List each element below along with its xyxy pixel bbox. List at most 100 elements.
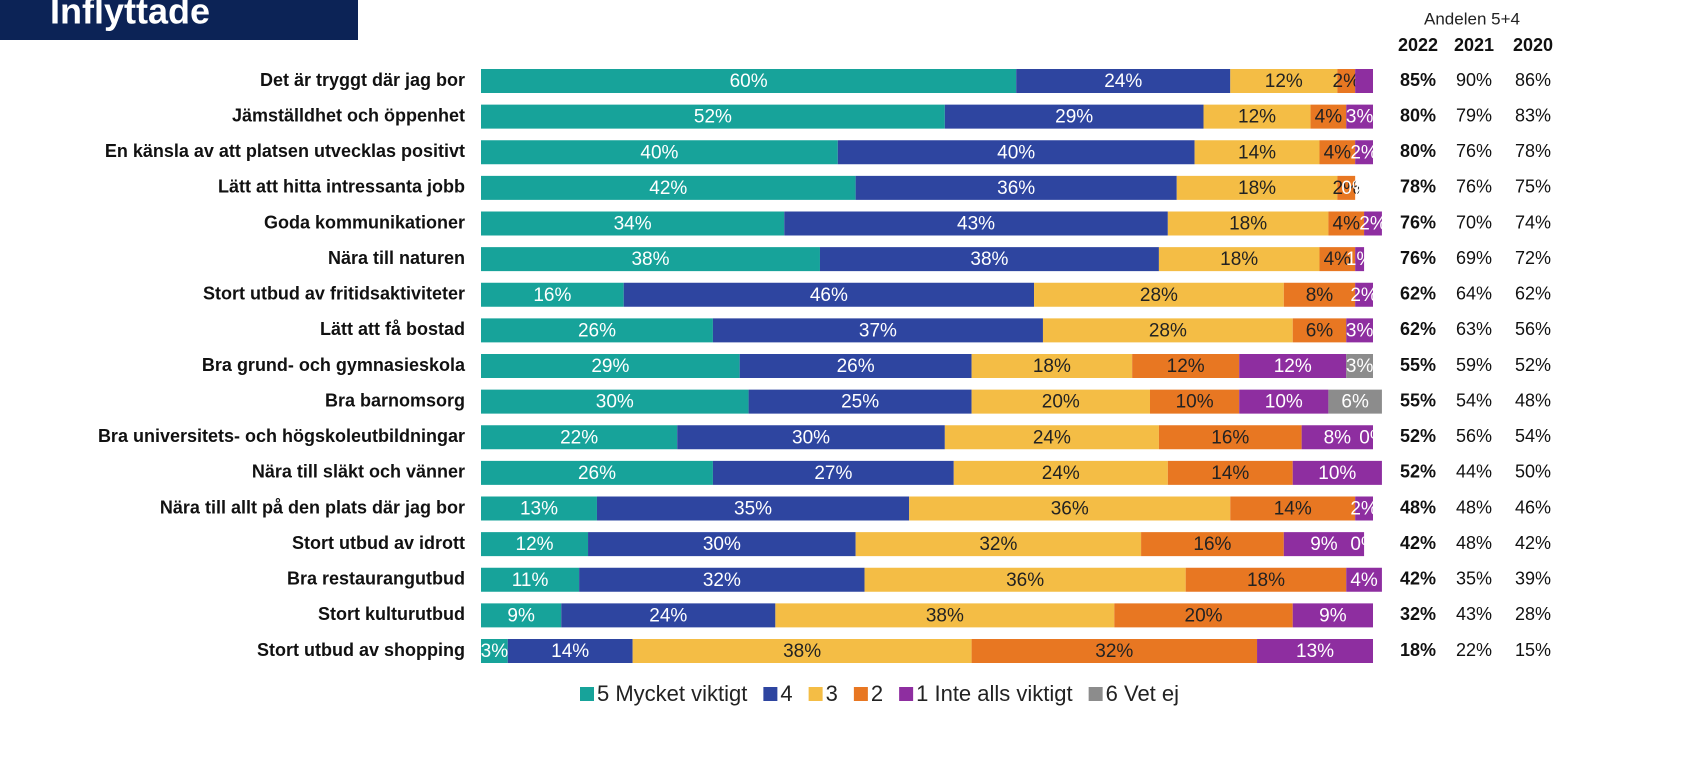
table-value: 42% <box>1515 533 1551 553</box>
bar-segment <box>677 425 945 450</box>
value-label: 4% <box>1324 249 1352 270</box>
value-label: 40% <box>997 142 1035 163</box>
value-label: 4% <box>1350 570 1378 591</box>
bar-segment <box>481 389 749 414</box>
table-year: 2021 <box>1454 35 1494 55</box>
table-value: 28% <box>1515 604 1551 624</box>
value-label: 9% <box>507 605 535 626</box>
bar-segment <box>1167 211 1329 236</box>
table-value: 48% <box>1400 497 1436 517</box>
value-label: 18% <box>1220 249 1258 270</box>
bar-segment <box>1346 567 1382 592</box>
value-label: 2% <box>1359 214 1387 235</box>
value-label: 32% <box>1095 641 1133 662</box>
table-value: 76% <box>1456 177 1492 197</box>
bar-segment <box>1257 639 1373 663</box>
category-label: Nära till släkt och vänner <box>252 462 465 482</box>
table-value: 48% <box>1456 533 1492 553</box>
bar-segment <box>837 140 1195 165</box>
bar-segment <box>481 496 597 521</box>
table-value: 39% <box>1515 569 1551 589</box>
value-label: 24% <box>1104 71 1142 92</box>
bar-segment <box>1337 175 1356 200</box>
legend-swatch <box>580 687 594 701</box>
table-value: 35% <box>1456 569 1492 589</box>
value-label: 18% <box>1033 356 1071 377</box>
bar-segment <box>623 282 1035 307</box>
bar-segment <box>1194 140 1320 165</box>
value-label: 25% <box>841 392 879 413</box>
bar-segment <box>1355 140 1373 165</box>
legend-swatch <box>853 687 868 701</box>
value-label: 9% <box>1319 605 1347 626</box>
value-label: 30% <box>703 534 741 555</box>
value-label: 20% <box>1042 392 1080 413</box>
bar-segment <box>1319 140 1356 165</box>
bar-segment <box>481 532 589 557</box>
value-label: 3% <box>1346 356 1374 377</box>
bar-segment <box>1292 318 1347 343</box>
value-label: 3% <box>481 641 509 662</box>
category-label: Stort utbud av shopping <box>257 640 465 660</box>
table-value: 76% <box>1456 141 1492 161</box>
value-label: 10% <box>1318 463 1356 484</box>
table-year: 2022 <box>1398 35 1438 55</box>
value-label: 1% <box>1346 249 1374 270</box>
value-label: 16% <box>1211 427 1249 448</box>
value-label: 18% <box>1247 570 1285 591</box>
category-label: Stort utbud av fritidsaktiviteter <box>203 284 465 304</box>
table-value: 75% <box>1515 177 1551 197</box>
table-value: 85% <box>1400 70 1436 90</box>
value-label: 16% <box>533 285 571 306</box>
bar-segment <box>481 354 740 378</box>
bar-segment <box>1292 460 1382 485</box>
value-label: 43% <box>957 214 995 235</box>
value-label: 29% <box>591 356 629 377</box>
table-value: 62% <box>1400 284 1436 304</box>
bar-segment <box>481 211 785 236</box>
table-value: 42% <box>1400 533 1436 553</box>
bar-segment <box>784 211 1168 236</box>
bar-segment <box>1185 567 1347 592</box>
bar-segment <box>481 282 624 307</box>
table-value: 74% <box>1515 212 1551 232</box>
value-label: 18% <box>1229 214 1267 235</box>
table-value: 69% <box>1456 248 1492 268</box>
bar-segment <box>507 639 633 663</box>
legend-label: 5 Mycket viktigt <box>597 681 747 706</box>
bar-segment <box>1319 247 1356 272</box>
bar-segment <box>909 496 1231 521</box>
chart-title: Inflyttade <box>50 0 210 32</box>
bar-segment <box>855 532 1142 557</box>
value-label: 36% <box>997 178 1035 199</box>
bar-segment <box>855 175 1177 200</box>
table-value: 62% <box>1400 319 1436 339</box>
table-value: 44% <box>1456 462 1492 482</box>
table-value: 46% <box>1515 497 1551 517</box>
bar-segment <box>1301 425 1373 450</box>
legend-swatch <box>808 687 823 701</box>
legend-label: 6 Vet ej <box>1106 681 1179 706</box>
bar-segment <box>1346 318 1373 343</box>
bar-segment <box>1230 496 1356 521</box>
table-value: 15% <box>1515 640 1551 660</box>
table-value: 43% <box>1456 604 1492 624</box>
value-label: 26% <box>578 320 616 341</box>
value-label: 52% <box>694 107 732 128</box>
category-label: En känsla av att platsen utvecklas posit… <box>105 141 465 161</box>
value-label: 6% <box>1306 320 1334 341</box>
table-value: 64% <box>1456 284 1492 304</box>
bar-segment <box>1158 247 1320 272</box>
value-label: 34% <box>614 214 652 235</box>
table-value: 76% <box>1400 212 1436 232</box>
bar-segment <box>971 389 1150 414</box>
bar-segment <box>561 603 776 628</box>
value-label: 12% <box>1167 356 1205 377</box>
value-label: 40% <box>640 142 678 163</box>
value-label: 32% <box>703 570 741 591</box>
value-label: 2% <box>1350 142 1378 163</box>
bar-segment <box>1337 69 1356 93</box>
value-label: 0% <box>1350 534 1378 555</box>
legend-label: 1 Inte alls viktigt <box>916 681 1073 706</box>
bar-segment <box>1114 603 1293 628</box>
